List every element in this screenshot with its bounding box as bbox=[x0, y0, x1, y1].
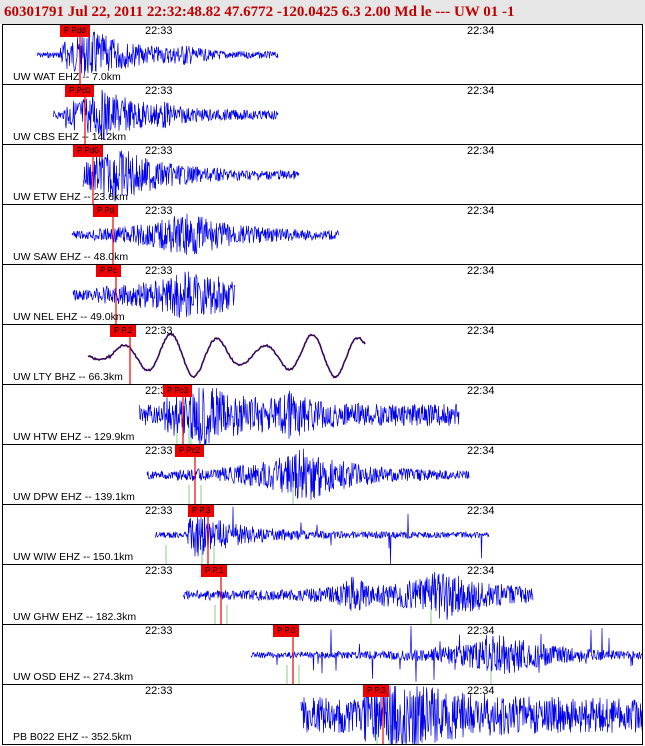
phase-pick-label[interactable]: P Pc0 bbox=[65, 85, 95, 97]
waveform-plot bbox=[52, 89, 279, 144]
waveform-plot bbox=[146, 448, 470, 504]
waveform-plot bbox=[250, 625, 642, 684]
trace-panel[interactable]: 22:33 22:34 P Pc2 UW DPW EHZ -- 139.1km bbox=[2, 444, 643, 505]
waveform-plot bbox=[87, 332, 366, 384]
time-tick-label: 22:33 bbox=[145, 25, 173, 37]
time-tick-label: 22:33 bbox=[145, 325, 173, 337]
waveform-trace bbox=[300, 685, 642, 744]
station-label: PB B022 EHZ -- 352.5km bbox=[13, 731, 132, 743]
trace-panel[interactable]: 22:33 22:34 P Pc3 UW HTW EHZ -- 129.9km bbox=[2, 384, 643, 445]
station-label: UW WIW EHZ -- 150.1km bbox=[13, 551, 134, 563]
waveform-trace bbox=[82, 150, 300, 202]
time-tick-label: 22:34 bbox=[467, 385, 495, 397]
time-tick-label: 22:33 bbox=[145, 445, 173, 457]
time-tick-label: 22:33 bbox=[145, 565, 173, 577]
waveform-trace bbox=[182, 571, 534, 620]
time-tick-label: 22:33 bbox=[145, 265, 173, 277]
phase-pick-label[interactable]: P Pc bbox=[96, 265, 121, 277]
phase-pick-label[interactable]: P P.2 bbox=[110, 325, 137, 337]
phase-pick-label[interactable]: P Pd0 bbox=[73, 145, 103, 157]
time-tick-label: 22:34 bbox=[467, 325, 495, 337]
phase-pick-label[interactable]: P P.3 bbox=[188, 505, 215, 517]
phase-pick-label[interactable]: P P.1 bbox=[201, 565, 228, 577]
trace-panel[interactable]: 22:33 22:34 P P.3 PB B022 EHZ -- 352.5km bbox=[2, 684, 643, 745]
waveform-plot bbox=[138, 387, 460, 444]
waveform-plot bbox=[182, 571, 534, 624]
waveform-trace bbox=[87, 332, 366, 379]
station-label: UW GHW EHZ -- 182.3km bbox=[13, 611, 137, 623]
time-tick-label: 22:34 bbox=[467, 625, 495, 637]
trace-panel[interactable]: 22:33 22:34 P Pd UW SAW EHZ -- 48.0km bbox=[2, 204, 643, 265]
time-tick-label: 22:34 bbox=[467, 445, 495, 457]
phase-pick-label[interactable]: P Pdd bbox=[60, 25, 90, 37]
seismogram-panels: 22:33 22:34 P Pdd UW WAT EHZ -- 7.0km 22:33 2… bbox=[2, 24, 643, 746]
waveform-trace bbox=[71, 213, 340, 255]
waveform-plot bbox=[72, 271, 236, 324]
station-label: UW CBS EHZ -- 14.2km bbox=[13, 131, 127, 143]
trace-panel[interactable]: 22:33 22:34 P Pdd UW WAT EHZ -- 7.0km bbox=[2, 24, 643, 85]
station-label: UW HTW EHZ -- 129.9km bbox=[13, 431, 135, 443]
waveform-trace bbox=[72, 271, 236, 318]
waveform-trace bbox=[250, 625, 642, 682]
waveform-plot bbox=[82, 150, 300, 204]
time-tick-label: 22:33 bbox=[145, 625, 173, 637]
trace-panel[interactable]: 22:33 22:34 P Pc0 UW CBS EHZ -- 14.2km bbox=[2, 84, 643, 145]
time-tick-label: 22:33 bbox=[145, 145, 173, 157]
waveform-trace bbox=[154, 505, 490, 564]
time-tick-label: 22:33 bbox=[145, 505, 173, 517]
time-tick-label: 22:34 bbox=[467, 265, 495, 277]
time-tick-label: 22:34 bbox=[467, 145, 495, 157]
waveform-plot bbox=[300, 685, 642, 744]
phase-pick-label[interactable]: P P.3 bbox=[363, 685, 390, 697]
waveform-plot bbox=[36, 31, 279, 84]
trace-panel[interactable]: 22:33 22:34 P P.1 UW GHW EHZ -- 182.3km bbox=[2, 564, 643, 625]
station-label: UW OSD EHZ -- 274.3km bbox=[13, 671, 134, 683]
time-tick-label: 22:34 bbox=[467, 205, 495, 217]
station-label: UW ETW EHZ -- 23.6km bbox=[13, 191, 128, 203]
time-tick-label: 22:33 bbox=[145, 205, 173, 217]
station-label: UW SAW EHZ -- 48.0km bbox=[13, 251, 129, 263]
time-tick-label: 22:34 bbox=[467, 85, 495, 97]
phase-pick-label[interactable]: P Pc3 bbox=[163, 385, 193, 397]
waveform-plot bbox=[71, 213, 340, 264]
event-info-text: 60301791 Jul 22, 2011 22:32:48.82 47.677… bbox=[4, 4, 515, 20]
waveform-trace bbox=[36, 31, 279, 76]
event-header: 60301791 Jul 22, 2011 22:32:48.82 47.677… bbox=[0, 0, 645, 24]
waveform-trace bbox=[138, 387, 460, 444]
time-tick-label: 22:33 bbox=[145, 85, 173, 97]
time-tick-label: 22:34 bbox=[467, 565, 495, 577]
time-tick-label: 22:33 bbox=[145, 685, 173, 697]
time-tick-label: 22:34 bbox=[467, 25, 495, 37]
phase-pick-label[interactable]: P Pd bbox=[93, 205, 119, 217]
waveform-trace bbox=[52, 89, 279, 141]
station-label: UW LTY BHZ -- 66.3km bbox=[13, 371, 123, 383]
waveform-trace bbox=[146, 448, 470, 500]
station-label: UW NEL EHZ -- 49.0km bbox=[13, 311, 125, 323]
station-label: UW DPW EHZ -- 139.1km bbox=[13, 491, 135, 503]
time-tick-label: 22:34 bbox=[467, 685, 495, 697]
waveform-plot bbox=[154, 505, 490, 564]
station-label: UW WAT EHZ -- 7.0km bbox=[13, 71, 121, 83]
trace-panel[interactable]: 22:33 22:34 P P.0 UW OSD EHZ -- 274.3km bbox=[2, 624, 643, 685]
trace-panel[interactable]: 22:33 22:34 P Pd0 UW ETW EHZ -- 23.6km bbox=[2, 144, 643, 205]
time-tick-label: 22:34 bbox=[467, 505, 495, 517]
phase-pick-label[interactable]: P Pc2 bbox=[175, 445, 205, 457]
trace-panel[interactable]: 22:33 22:34 P Pc UW NEL EHZ -- 49.0km bbox=[2, 264, 643, 325]
trace-panel[interactable]: 22:33 22:34 P P.2 UW LTY BHZ -- 66.3km bbox=[2, 324, 643, 385]
phase-pick-label[interactable]: P P.0 bbox=[273, 625, 300, 637]
trace-panel[interactable]: 22:33 22:34 P P.3 UW WIW EHZ -- 150.1km bbox=[2, 504, 643, 565]
